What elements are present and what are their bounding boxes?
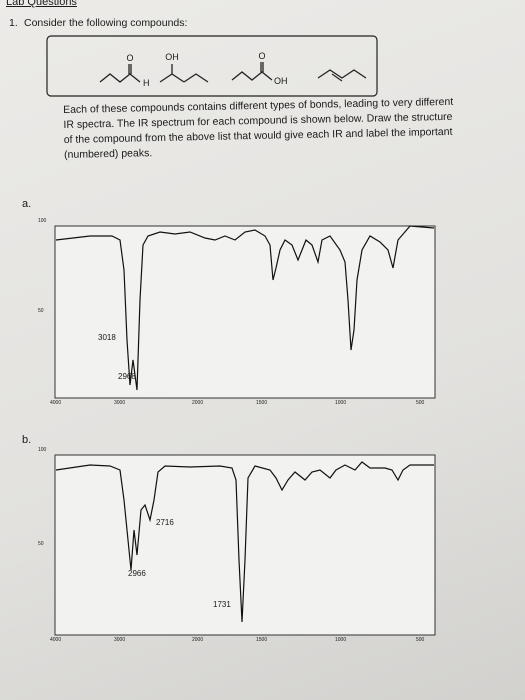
x-tick-label: 1000	[335, 400, 347, 406]
peak-label: 1731	[213, 600, 231, 609]
peak-label: 2968	[118, 372, 136, 381]
bond	[331, 73, 343, 82]
y-tick-label: 50	[38, 541, 44, 547]
x-tick-label: 3000	[114, 637, 126, 643]
peak-label: 2716	[156, 518, 174, 527]
part-label: b.	[22, 434, 32, 446]
atom-label: O	[126, 53, 133, 63]
x-tick-label: 500	[416, 637, 425, 643]
spectrum-frame	[54, 225, 436, 399]
atom-label: O	[258, 51, 265, 61]
x-tick-label: 2000	[192, 400, 204, 406]
x-tick-label: 500	[416, 400, 425, 406]
atom-label: OH	[274, 76, 288, 86]
aldehyde-skeleton	[99, 73, 141, 83]
y-tick-label: 50	[38, 308, 44, 314]
x-tick-label: 3000	[114, 400, 126, 406]
spectrum-trace	[55, 461, 434, 623]
atom-label: OH	[165, 52, 179, 62]
peak-label: 2966	[128, 569, 146, 578]
header-title: Lab Questions	[6, 0, 77, 8]
question-prompt: Consider the following compounds:	[24, 17, 188, 29]
atom-label: H	[143, 78, 150, 88]
alcohol-skeleton	[159, 73, 185, 83]
spectrum-trace	[55, 225, 435, 391]
part-label: a.	[22, 198, 32, 210]
acid-skeleton	[231, 71, 273, 81]
compound-box	[46, 35, 378, 97]
x-tick-label: 4000	[50, 400, 62, 406]
question-text: Each of these compounds contains differe…	[63, 95, 454, 161]
y-tick-label: 100	[38, 218, 47, 224]
x-tick-label: 1500	[256, 400, 268, 406]
x-tick-label: 1500	[256, 637, 268, 643]
question-number: 1.	[9, 17, 18, 29]
x-tick-label: 1000	[335, 637, 347, 643]
alkene-skeleton	[317, 69, 367, 79]
y-tick-label: 100	[38, 447, 47, 453]
bond	[183, 73, 209, 83]
x-tick-label: 4000	[50, 637, 62, 643]
peak-label: 3018	[98, 333, 116, 342]
x-tick-label: 2000	[192, 637, 204, 643]
